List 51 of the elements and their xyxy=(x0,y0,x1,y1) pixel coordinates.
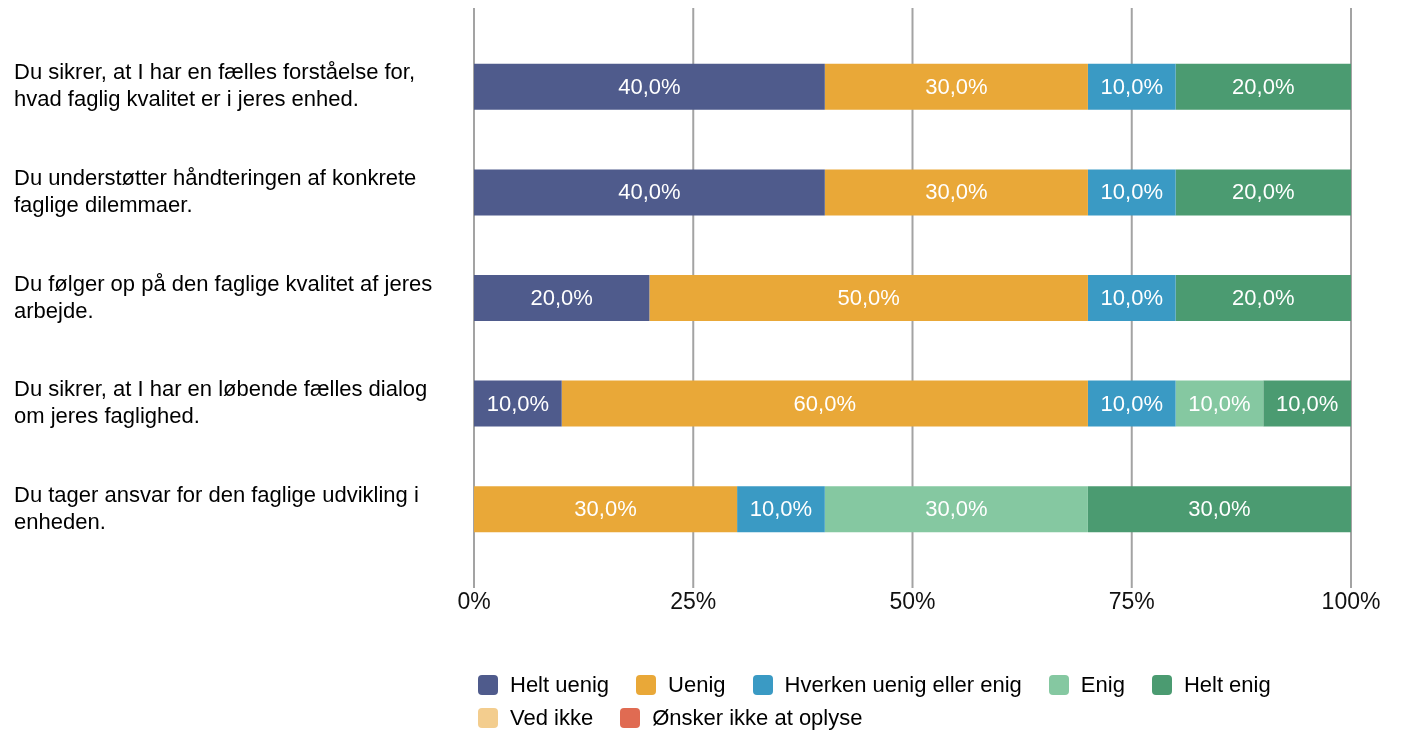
bar xyxy=(474,274,650,322)
data-label: 30,0% xyxy=(925,496,988,522)
data-label: 40,0% xyxy=(618,73,681,99)
bar xyxy=(824,169,1088,216)
data-label: 60,0% xyxy=(793,390,856,416)
y-tick-label: Du sikrer, at I har en fælles forståelse for, hvad faglig kvalitet er i jeres enhed. xyxy=(14,59,416,112)
bar xyxy=(474,486,738,533)
data-label: 20,0% xyxy=(1232,73,1295,99)
data-label: 10,0% xyxy=(1100,285,1163,311)
y-tick-label: Du sikrer, at I har en løbende fælles dialog om jeres faglighed. xyxy=(14,376,428,429)
y-tick-label: Du følger op på den faglige kvalitet af jeres arbejde. xyxy=(14,270,433,323)
x-tick-label: 50% xyxy=(889,588,936,615)
bar xyxy=(1087,486,1351,533)
bar xyxy=(824,63,1088,110)
data-label: 10,0% xyxy=(1275,390,1339,416)
bar xyxy=(474,63,825,110)
data-label: 10,0% xyxy=(1100,390,1163,416)
bar xyxy=(1175,169,1351,216)
data-label: 10,0% xyxy=(1100,179,1163,205)
bar xyxy=(649,274,1088,322)
bar xyxy=(474,169,825,216)
legend-label: Helt enig xyxy=(1183,671,1271,698)
bar xyxy=(1175,274,1351,322)
legend-label: Ønsker ikke at oplyse xyxy=(652,704,863,731)
y-tick-label: Du tager ansvar for den faglige udvikling i enheden. xyxy=(14,481,419,534)
x-tick-label: 75% xyxy=(1108,588,1155,615)
data-label: 20,0% xyxy=(530,285,593,311)
bar xyxy=(561,380,1088,427)
data-label: 50,0% xyxy=(837,285,900,311)
legend-label: Helt uenig xyxy=(510,671,610,698)
legend-label: Enig xyxy=(1080,671,1125,698)
data-label: 10,0% xyxy=(1100,73,1163,99)
data-label: 30,0% xyxy=(574,496,637,522)
data-label: 30,0% xyxy=(925,179,988,205)
x-tick-label: 25% xyxy=(670,588,717,615)
data-label: 20,0% xyxy=(1232,285,1295,311)
x-tick-label: 100% xyxy=(1321,588,1381,615)
data-label: 30,0% xyxy=(1188,496,1251,522)
data-label: 10,0% xyxy=(749,496,813,522)
bar xyxy=(1175,63,1351,110)
y-tick-label: Du understøtter håndteringen af konkrete faglige dilemmaer. xyxy=(14,164,417,217)
data-label: 40,0% xyxy=(618,179,681,205)
data-label: 20,0% xyxy=(1232,179,1295,205)
legend-label: Ved ikke xyxy=(510,704,594,731)
data-label: 10,0% xyxy=(1188,390,1251,416)
legend-label: Hverken uenig eller enig xyxy=(784,671,1022,698)
data-label: 10,0% xyxy=(486,390,550,416)
legend-label: Uenig xyxy=(668,671,726,698)
bar xyxy=(824,486,1088,533)
x-tick-label: 0% xyxy=(457,588,491,615)
data-label: 30,0% xyxy=(925,73,988,99)
